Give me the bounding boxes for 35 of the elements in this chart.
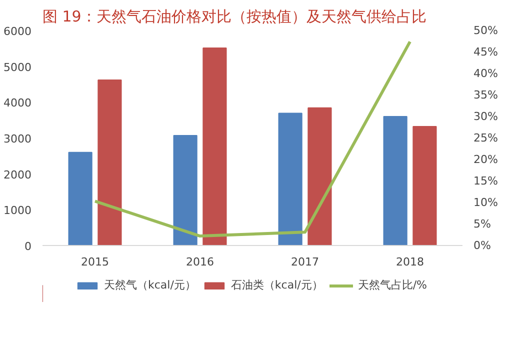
bar [202,48,227,246]
y-tick-label: 4000 [4,96,32,110]
y2-tick-label: 20% [474,153,498,166]
chart-title: 图 19：天然气石油价格对比（按热值）及天然气供给占比 [42,8,426,26]
bar [98,79,122,246]
y-tick-label: 1000 [4,204,32,218]
bar [383,116,408,246]
y2-tick-label: 45% [474,46,498,58]
bar [278,112,302,246]
y-tick-label: 5000 [4,60,32,74]
line-series [94,40,412,238]
x-tick-label: 2017 [291,256,320,268]
bar [173,134,198,246]
bar [412,126,437,246]
legend-label: 天然气（kcal/元） [104,278,196,292]
y2-tick-label: 40% [474,67,498,80]
x-tick-label: 2018 [396,256,424,268]
y2-tick-label: 25% [474,132,498,144]
y2-tick-label: 30% [474,110,498,123]
bar [308,107,332,246]
y2-tick-label: 10% [474,196,498,209]
legend-label: 天然气占比/% [358,278,428,292]
y-tick-label: 0 [24,240,32,253]
x-tick-label: 2016 [186,256,214,268]
y-tick-label: 2000 [4,168,32,182]
bar [68,152,92,246]
y-tick-label: 6000 [4,25,32,38]
y2-tick-label: 50% [474,24,498,37]
y2-tick-label: 0% [474,239,491,252]
legend-label: 石油类（kcal/元） [230,278,323,292]
y-tick-label: 3000 [4,132,32,146]
y2-tick-label: 5% [474,218,491,230]
y2-tick-label: 35% [474,88,498,102]
y2-tick-label: 15% [474,174,498,188]
x-tick-label: 2015 [81,256,110,268]
